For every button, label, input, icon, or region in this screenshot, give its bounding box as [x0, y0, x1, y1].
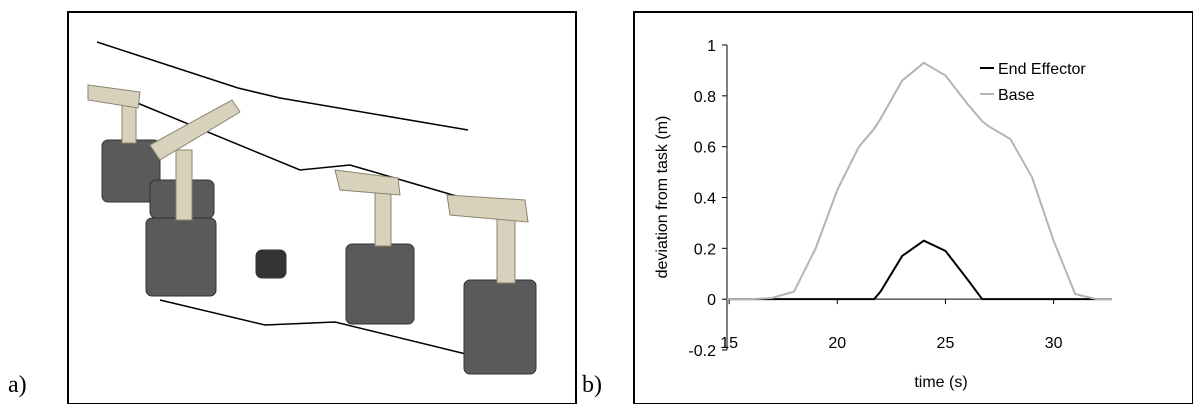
x-tick-label: 30 — [1045, 335, 1063, 352]
x-tick-label: 20 — [828, 335, 846, 352]
x-axis-label: time (s) — [914, 374, 967, 391]
y-tick-label: 0.6 — [694, 140, 716, 157]
y-tick-label: -0.2 — [688, 343, 716, 360]
robot-render — [87, 41, 537, 375]
y-tick-label: 0.8 — [694, 89, 716, 106]
legend-label: Base — [998, 87, 1035, 104]
legend-label: End Effector — [998, 61, 1086, 78]
x-tick-label: 25 — [937, 335, 955, 352]
panel-label: a) — [8, 372, 27, 398]
data-line — [727, 239, 1112, 301]
y-axis-label: deviation from task (m) — [654, 116, 671, 279]
data-line — [727, 61, 1112, 301]
y-tick-label: 0.4 — [694, 191, 716, 208]
x-tick-label: 15 — [720, 335, 738, 352]
panel-label: b) — [582, 372, 602, 398]
y-tick-label: 0.2 — [694, 241, 716, 258]
y-tick-label: 1 — [707, 38, 716, 55]
y-tick-label: 0 — [707, 292, 716, 309]
